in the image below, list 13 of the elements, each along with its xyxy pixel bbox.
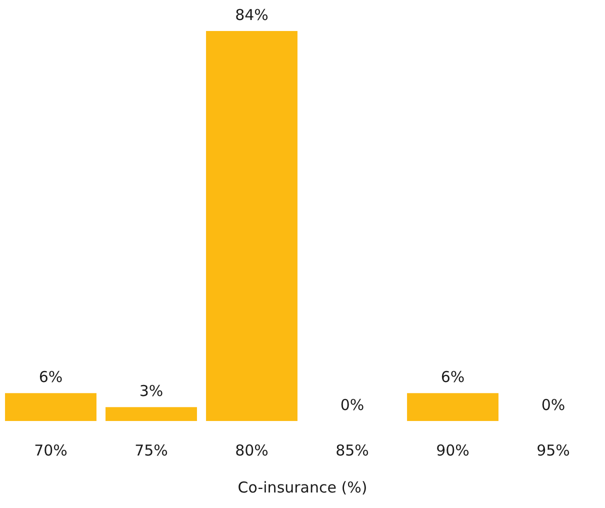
data-label: 84%: [235, 6, 268, 24]
data-label: 0%: [340, 396, 364, 414]
x-axis-title: Co-insurance (%): [238, 478, 368, 496]
x-tick-label: 90%: [436, 442, 470, 460]
x-tick-label: 70%: [34, 442, 68, 460]
x-tick-label: 85%: [336, 442, 369, 460]
data-label: 6%: [38, 368, 63, 386]
data-label: 0%: [541, 396, 566, 414]
data-label: 3%: [139, 382, 164, 400]
data-label: 6%: [440, 368, 465, 386]
x-tick-label: 75%: [134, 442, 168, 460]
x-tick-label: 80%: [235, 442, 268, 460]
x-tick-label: 95%: [536, 442, 570, 460]
